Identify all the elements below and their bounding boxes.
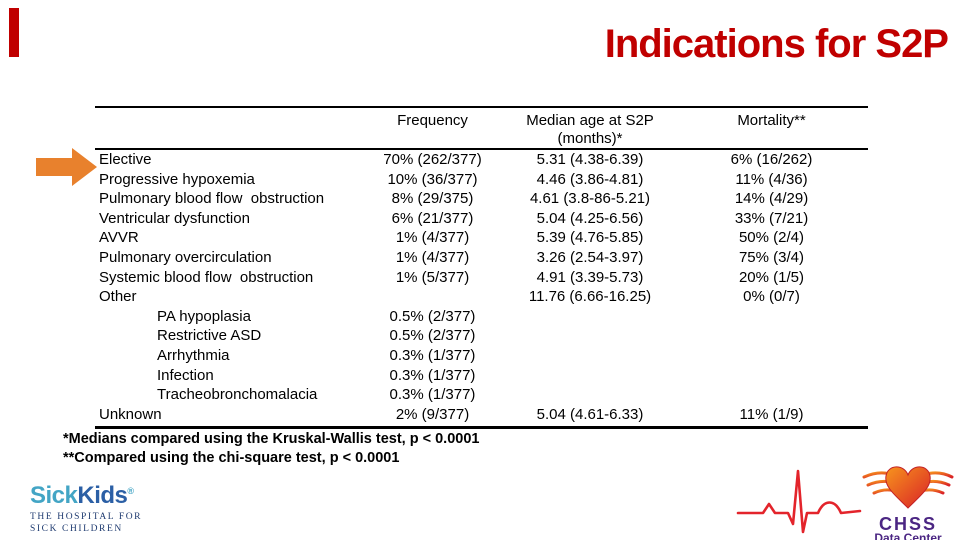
cell-median-age bbox=[505, 385, 675, 405]
sickkids-wordmark: SickKids® bbox=[30, 482, 142, 510]
cell-mortality: 11% (4/36) bbox=[735, 170, 808, 188]
cell-indication: Other bbox=[99, 288, 137, 306]
footnote-kruskal-wallis: *Medians compared using the Kruskal-Wall… bbox=[63, 431, 480, 447]
indications-table: Frequency Median age at S2P (months)* Mo… bbox=[95, 106, 868, 430]
table-row: AVVR 1% (4/377) 5.39 (4.76-5.85) 50% (2/… bbox=[95, 228, 868, 248]
ecg-trace-icon bbox=[736, 461, 864, 540]
cell-frequency: 10% (36/377) bbox=[387, 170, 478, 188]
cell-indication: Arrhythmia bbox=[157, 346, 230, 364]
cell-mortality: 6% (16/262) bbox=[730, 151, 813, 168]
cell-frequency: 8% (29/375) bbox=[391, 190, 474, 208]
pointer-arrow-icon bbox=[36, 147, 98, 192]
cell-median-age: 3.26 (2.54-3.97) bbox=[536, 248, 644, 266]
header-median-age-line1: Median age at S2P bbox=[526, 112, 654, 129]
cell-median-age: 4.91 (3.39-5.73) bbox=[536, 268, 644, 286]
cell-median-age: 4.61 (3.8-86-5.21) bbox=[529, 190, 651, 208]
cell-mortality: 0% (0/7) bbox=[743, 288, 800, 306]
table-row: Systemic blood flow obstruction 1% (5/37… bbox=[95, 268, 868, 288]
cell-mortality: 50% (2/4) bbox=[738, 229, 805, 247]
chss-name: CHSS bbox=[878, 514, 937, 534]
cell-median-age bbox=[505, 366, 675, 386]
table-row: Arrhythmia 0.3% (1/377) bbox=[95, 346, 868, 366]
cell-frequency: 6% (21/377) bbox=[391, 209, 474, 227]
table-header-row: Frequency Median age at S2P (months)* Mo… bbox=[95, 108, 868, 150]
footnotes: *Medians compared using the Kruskal-Wall… bbox=[63, 430, 479, 468]
table-row: Restrictive ASD 0.5% (2/377) bbox=[95, 326, 868, 346]
table-body: Elective 70% (262/377) 5.31 (4.38-6.39) … bbox=[95, 150, 868, 430]
cell-median-age: 4.46 (3.86-4.81) bbox=[536, 170, 644, 188]
cell-frequency: 0.5% (2/377) bbox=[389, 327, 476, 345]
page-title: Indications for S2P bbox=[604, 22, 949, 66]
sickkids-tagline-line1: THE HOSPITAL FOR bbox=[30, 512, 143, 522]
cell-indication: Pulmonary blood flow obstruction bbox=[99, 190, 325, 208]
sickkids-tagline-line2: SICK CHILDREN bbox=[30, 524, 123, 534]
cell-indication: AVVR bbox=[99, 229, 139, 247]
registered-mark-icon: ® bbox=[127, 486, 134, 496]
cell-indication: Ventricular dysfunction bbox=[99, 209, 250, 227]
cell-indication: PA hypoplasia bbox=[157, 307, 251, 325]
cell-mortality: 11% (1/9) bbox=[739, 405, 804, 423]
cell-mortality bbox=[675, 366, 868, 386]
header-median-age-line2: (months)* bbox=[557, 130, 623, 147]
sickkids-word-kids: Kids bbox=[77, 482, 128, 509]
cell-median-age bbox=[505, 346, 675, 366]
chss-subname: Data Center bbox=[874, 531, 942, 540]
cell-mortality: 20% (1/5) bbox=[738, 268, 805, 286]
cell-frequency: 1% (4/377) bbox=[395, 229, 470, 247]
cell-indication: Restrictive ASD bbox=[157, 327, 262, 345]
cell-frequency bbox=[360, 287, 505, 307]
cell-median-age: 5.04 (4.25-6.56) bbox=[536, 209, 644, 227]
cell-indication: Systemic blood flow obstruction bbox=[99, 268, 314, 286]
cell-median-age bbox=[505, 307, 675, 327]
table-row: Progressive hypoxemia 10% (36/377) 4.46 … bbox=[95, 170, 868, 190]
header-frequency: Frequency bbox=[397, 112, 468, 129]
sickkids-tagline: THE HOSPITAL FOR SICK CHILDREN bbox=[30, 511, 142, 535]
sickkids-logo: SickKids® THE HOSPITAL FOR SICK CHILDREN bbox=[30, 482, 142, 535]
cell-frequency: 1% (4/377) bbox=[395, 248, 470, 266]
cell-frequency: 0.3% (1/377) bbox=[389, 346, 476, 364]
accent-bar bbox=[9, 8, 19, 57]
cell-frequency: 0.5% (2/377) bbox=[389, 307, 476, 325]
chss-logo: CHSS Data Center bbox=[860, 461, 956, 540]
cell-mortality: 75% (3/4) bbox=[738, 248, 805, 266]
cell-indication: Unknown bbox=[99, 405, 162, 423]
cell-indication: Progressive hypoxemia bbox=[99, 170, 255, 188]
cell-frequency: 0.3% (1/377) bbox=[389, 366, 476, 384]
cell-frequency: 1% (5/377) bbox=[395, 268, 470, 286]
cell-mortality bbox=[675, 326, 868, 346]
cell-indication: Infection bbox=[157, 366, 214, 384]
cell-mortality bbox=[675, 385, 868, 405]
cell-frequency: 2% (9/377) bbox=[395, 405, 470, 423]
cell-indication: Elective bbox=[99, 151, 152, 168]
header-mortality: Mortality** bbox=[737, 112, 806, 129]
cell-mortality bbox=[675, 346, 868, 366]
cell-mortality bbox=[675, 307, 868, 327]
cell-median-age: 5.31 (4.38-6.39) bbox=[536, 151, 644, 168]
table-row: Tracheobronchomalacia 0.3% (1/377) bbox=[95, 385, 868, 405]
table-row: Ventricular dysfunction 6% (21/377) 5.04… bbox=[95, 209, 868, 229]
header-indication bbox=[95, 108, 360, 148]
cell-indication: Tracheobronchomalacia bbox=[157, 386, 318, 404]
cell-median-age: 5.04 (4.61-6.33) bbox=[536, 405, 644, 423]
sickkids-word-sick: Sick bbox=[30, 482, 78, 509]
table-row: Elective 70% (262/377) 5.31 (4.38-6.39) … bbox=[95, 150, 868, 170]
table-row: Infection 0.3% (1/377) bbox=[95, 366, 868, 386]
cell-median-age bbox=[505, 326, 675, 346]
table-row: Other 11.76 (6.66-16.25) 0% (0/7) bbox=[95, 287, 868, 307]
cell-mortality: 14% (4/29) bbox=[734, 190, 809, 208]
cell-frequency: 0.3% (1/377) bbox=[389, 386, 476, 404]
table-row: Unknown 2% (9/377) 5.04 (4.61-6.33) 11% … bbox=[95, 405, 868, 425]
table-row: Pulmonary overcirculation 1% (4/377) 3.2… bbox=[95, 248, 868, 268]
table-row: PA hypoplasia 0.5% (2/377) bbox=[95, 307, 868, 327]
chss-heart-icon bbox=[862, 466, 954, 509]
cell-median-age: 5.39 (4.76-5.85) bbox=[536, 229, 644, 247]
header-median-age: Median age at S2P (months)* bbox=[505, 108, 675, 148]
cell-indication: Pulmonary overcirculation bbox=[99, 248, 272, 266]
cell-mortality: 33% (7/21) bbox=[734, 209, 809, 227]
cell-median-age: 11.76 (6.66-16.25) bbox=[528, 288, 652, 306]
cell-frequency: 70% (262/377) bbox=[383, 151, 482, 168]
footnote-chi-square: **Compared using the chi-square test, p … bbox=[63, 450, 400, 466]
table-row: Pulmonary blood flow obstruction 8% (29/… bbox=[95, 189, 868, 209]
